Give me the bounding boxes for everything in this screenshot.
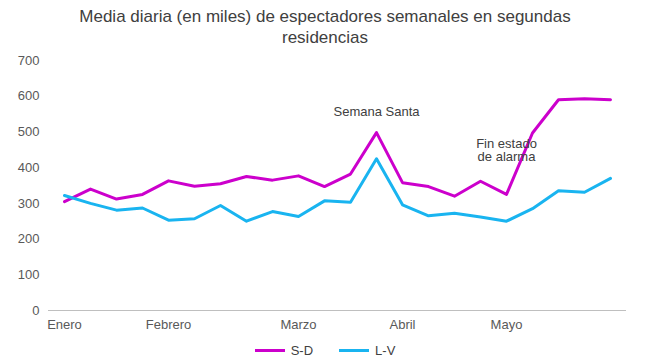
svg-text:500: 500	[18, 124, 40, 139]
svg-text:Abril: Abril	[389, 317, 415, 332]
html-text:Media diaria (en miles) de esp: Media diaria (en miles) de espectadores …	[79, 7, 571, 47]
svg-text:700: 700	[18, 53, 40, 68]
svg-text:Mayo: Mayo	[491, 317, 523, 332]
html-text:S-D: S-D	[290, 342, 314, 358]
svg-text:Fin estadode alarma: Fin estadode alarma	[476, 136, 537, 164]
svg-text:0: 0	[32, 303, 39, 318]
svg-text:Enero: Enero	[47, 317, 82, 332]
svg-text:Marzo: Marzo	[280, 317, 316, 332]
svg-text:Semana Santa: Semana Santa	[333, 104, 420, 119]
svg-text:400: 400	[18, 160, 40, 175]
svg-text:Febrero: Febrero	[146, 317, 192, 332]
svg-text:600: 600	[18, 88, 40, 103]
html-text:L-V: L-V	[375, 342, 396, 358]
svg-text:200: 200	[18, 231, 40, 246]
svg-text:300: 300	[18, 196, 40, 211]
svg-text:100: 100	[18, 267, 40, 282]
